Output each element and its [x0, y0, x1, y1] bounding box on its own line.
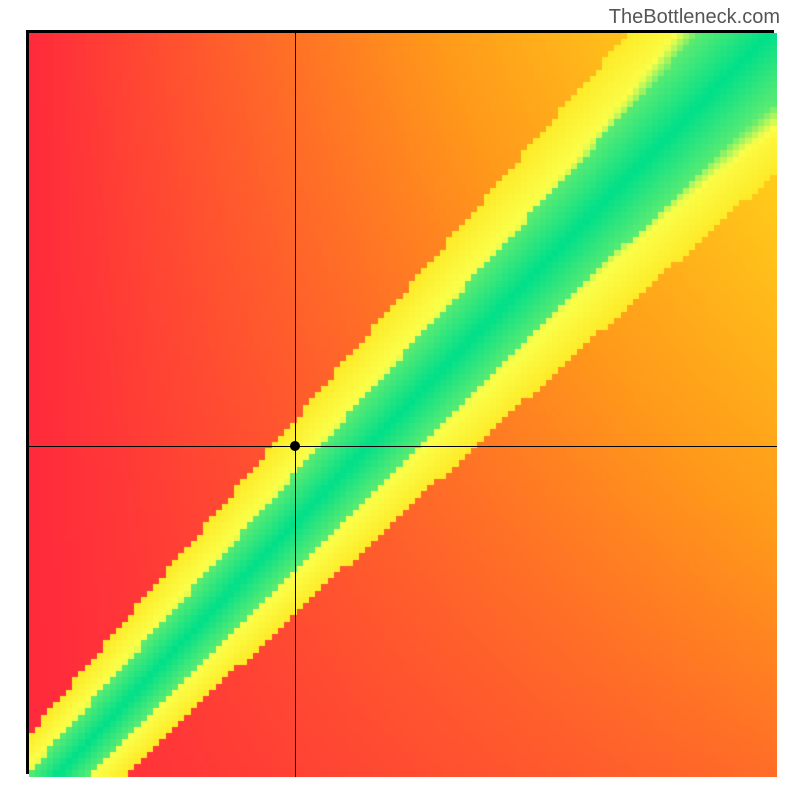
- plot-frame: [26, 30, 774, 774]
- watermark-text: TheBottleneck.com: [609, 6, 780, 29]
- heatmap-canvas: [29, 33, 777, 777]
- chart-container: TheBottleneck.com: [0, 0, 800, 800]
- crosshair-horizontal: [29, 446, 777, 447]
- crosshair-marker: [290, 441, 300, 451]
- crosshair-vertical: [295, 33, 296, 777]
